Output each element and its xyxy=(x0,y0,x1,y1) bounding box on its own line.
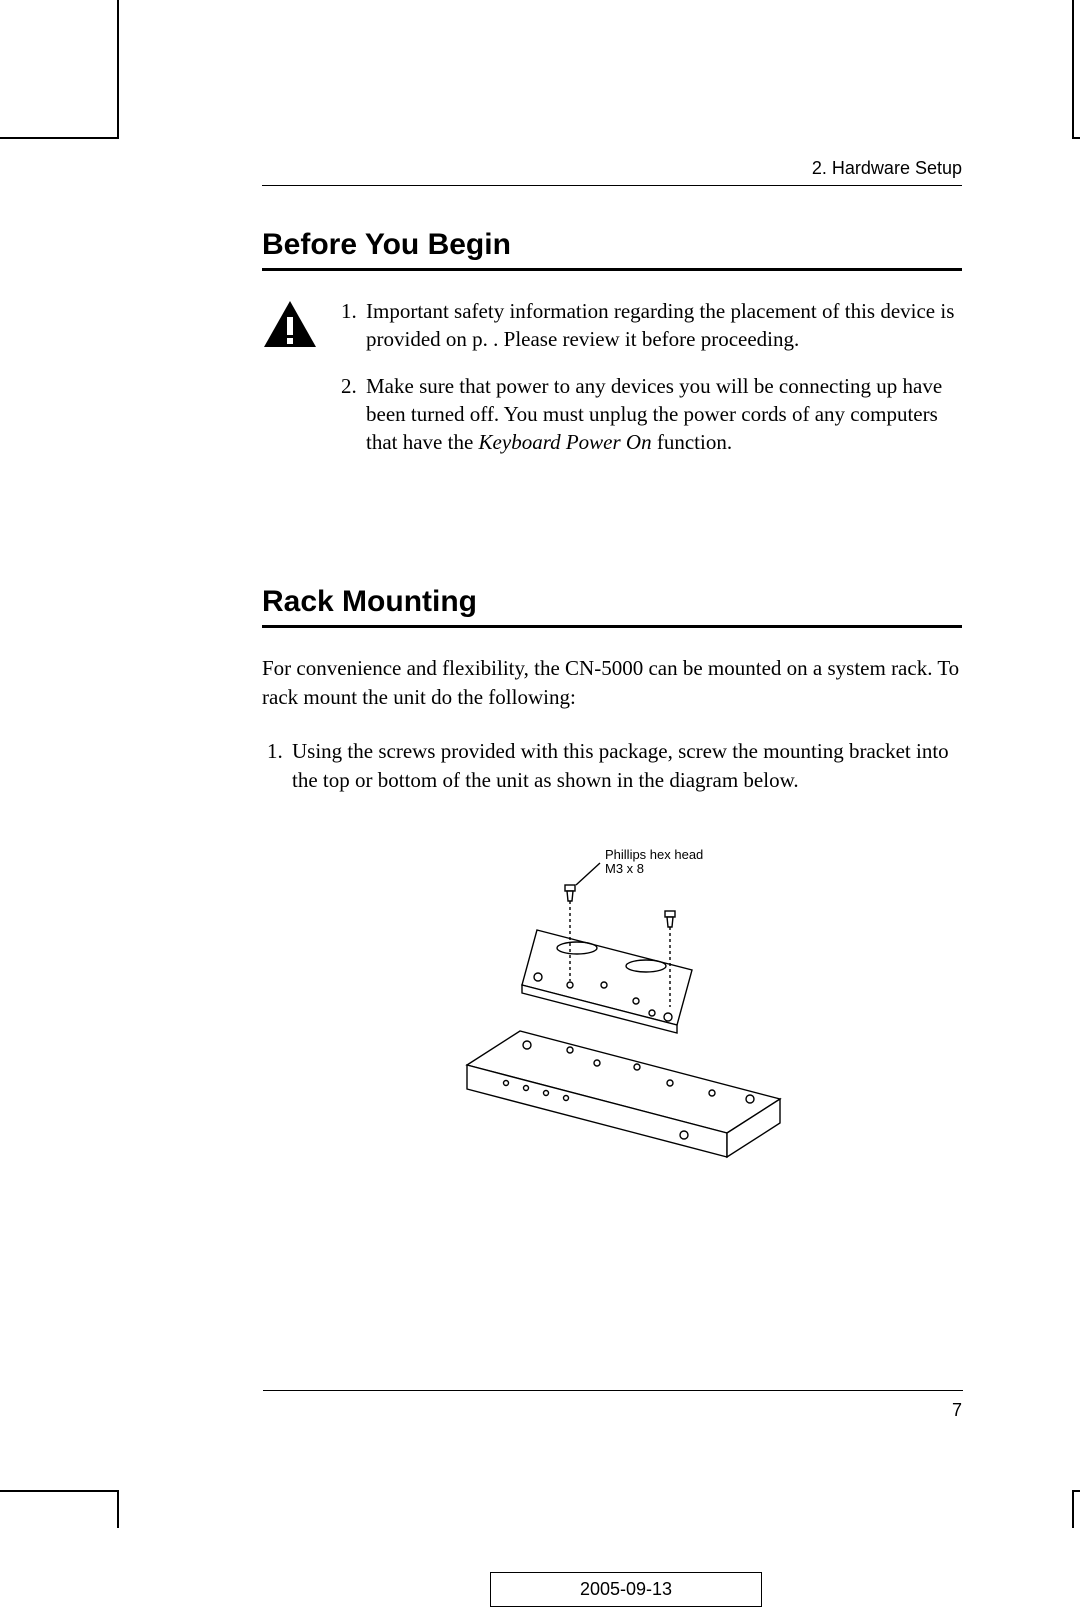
footer-date: 2005-09-13 xyxy=(490,1572,762,1607)
diagram-label-line1: Phillips hex head xyxy=(605,847,703,862)
crop-mark xyxy=(0,1490,119,1492)
diagram-label-line2: M3 x 8 xyxy=(605,861,644,876)
section-heading-rack-mounting: Rack Mounting xyxy=(262,585,962,619)
warning-block: Important safety information regarding t… xyxy=(262,297,962,475)
footer-rule xyxy=(263,1390,963,1391)
running-header: 2. Hardware Setup xyxy=(262,158,962,179)
keyboard-power-on-term: Keyboard Power On xyxy=(479,430,652,454)
spacer xyxy=(262,475,962,585)
crop-mark xyxy=(117,1491,119,1528)
crop-mark xyxy=(1072,1490,1080,1492)
rack-step: Using the screws provided with this pack… xyxy=(288,737,962,796)
section-rule xyxy=(262,268,962,271)
rack-mount-diagram: Phillips hex head M3 x 8 xyxy=(422,835,802,1165)
header-rule xyxy=(262,185,962,186)
warning-item: Important safety information regarding t… xyxy=(362,297,962,354)
crop-mark xyxy=(1072,137,1080,139)
warning-item-tail: function. xyxy=(652,430,732,454)
page-number: 7 xyxy=(262,1400,962,1421)
content-column: 2. Hardware Setup Before You Begin Impor… xyxy=(262,158,962,1165)
section-heading-before-you-begin: Before You Begin xyxy=(262,228,962,262)
crop-mark xyxy=(1072,1491,1074,1528)
rack-steps-list: Using the screws provided with this pack… xyxy=(262,737,962,796)
page: 2. Hardware Setup Before You Begin Impor… xyxy=(0,0,1080,1528)
crop-mark xyxy=(1072,0,1074,138)
warning-icon xyxy=(262,299,318,354)
warning-list: Important safety information regarding t… xyxy=(336,297,962,475)
section-rule xyxy=(262,625,962,628)
rack-mounting-intro: For convenience and flexibility, the CN-… xyxy=(262,654,962,713)
crop-mark xyxy=(117,0,119,138)
crop-mark xyxy=(0,137,119,139)
warning-item: Make sure that power to any devices you … xyxy=(362,372,962,457)
